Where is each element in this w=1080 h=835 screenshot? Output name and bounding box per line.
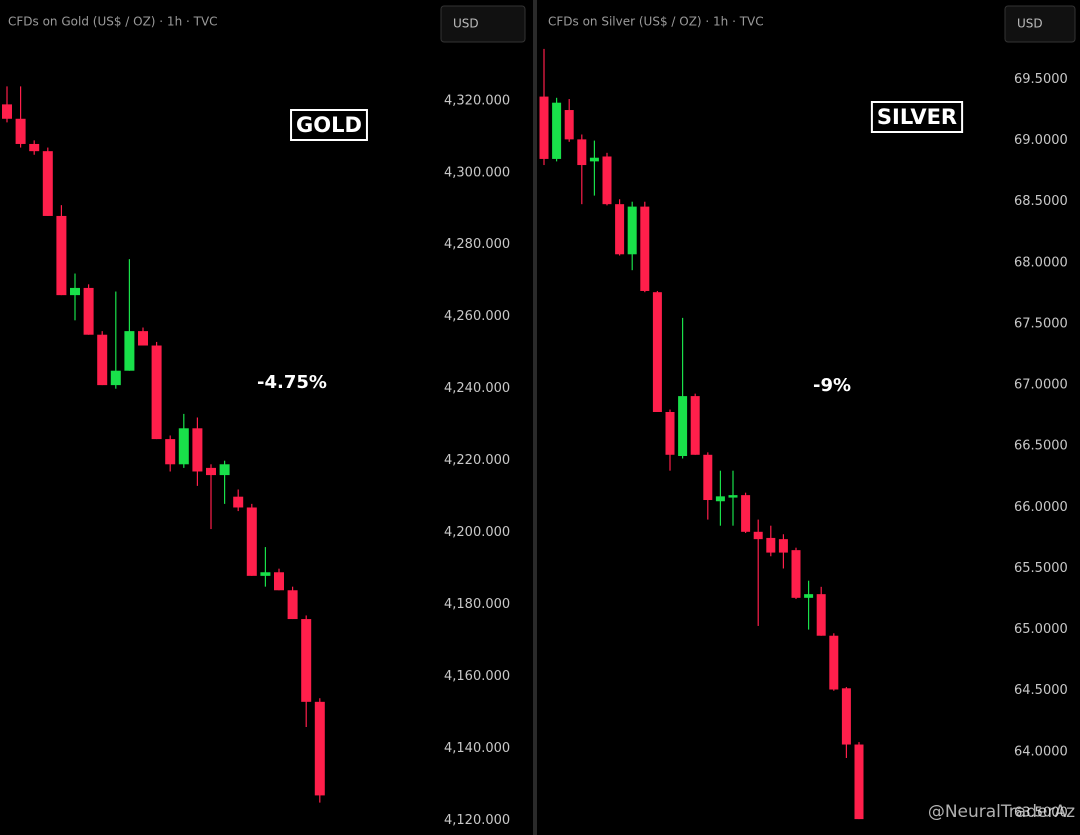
y-tick-label: 65.5000 bbox=[1014, 561, 1068, 576]
currency-label: USD bbox=[1017, 17, 1043, 31]
y-tick-label: 4,140.000 bbox=[444, 741, 510, 756]
candle-body bbox=[589, 157, 599, 162]
chart-title: CFDs on Silver (US$ / OZ) · 1h · TVC bbox=[548, 15, 764, 29]
candle-body bbox=[192, 428, 203, 472]
candle-body bbox=[816, 594, 826, 636]
y-tick-label: 4,120.000 bbox=[444, 813, 510, 828]
asset-label-box bbox=[870, 101, 964, 133]
y-tick-label: 4,160.000 bbox=[444, 669, 510, 684]
chart-title: CFDs on Gold (US$ / OZ) · 1h · TVC bbox=[8, 15, 218, 29]
candle-body bbox=[206, 467, 216, 476]
candle-body bbox=[97, 334, 108, 386]
candle-body bbox=[233, 496, 244, 508]
candle-body bbox=[314, 701, 325, 796]
candle-body bbox=[791, 550, 801, 598]
candle-body bbox=[301, 619, 312, 702]
asset-label: GOLD bbox=[296, 113, 362, 137]
candle-body bbox=[703, 454, 713, 501]
y-tick-label: 64.0000 bbox=[1014, 744, 1068, 759]
change-annotation: -9% bbox=[813, 375, 851, 396]
y-tick-label: 66.5000 bbox=[1014, 439, 1068, 454]
candle-body bbox=[110, 370, 121, 386]
currency-button bbox=[1004, 5, 1076, 43]
y-tick-label: 4,220.000 bbox=[444, 453, 510, 468]
y-tick-label: 4,320.000 bbox=[444, 93, 510, 108]
y-tick-label: 4,200.000 bbox=[444, 525, 510, 540]
y-tick-label: 64.5000 bbox=[1014, 683, 1068, 698]
y-tick-label: 4,260.000 bbox=[444, 309, 510, 324]
change-annotation: -4.75% bbox=[257, 372, 327, 393]
candle-body bbox=[615, 204, 625, 255]
candle-body bbox=[260, 572, 271, 576]
candle-body bbox=[42, 151, 53, 216]
candle-body bbox=[124, 331, 135, 371]
candle-body bbox=[854, 744, 864, 820]
candle-body bbox=[577, 139, 587, 166]
candle-body bbox=[778, 539, 788, 553]
candle-body bbox=[627, 206, 637, 255]
candle-body bbox=[690, 396, 700, 455]
candle-body bbox=[219, 464, 230, 476]
candle-body bbox=[70, 287, 80, 296]
y-tick-label: 68.5000 bbox=[1014, 194, 1068, 209]
candle-body bbox=[728, 495, 738, 498]
y-tick-label: 4,280.000 bbox=[444, 237, 510, 252]
candle-body bbox=[602, 156, 612, 205]
candle-body bbox=[246, 507, 257, 576]
candle-body bbox=[56, 215, 67, 296]
candle-body bbox=[552, 102, 562, 159]
candle-body bbox=[178, 428, 189, 465]
y-tick-label: 67.5000 bbox=[1014, 316, 1068, 331]
candle-body bbox=[15, 118, 26, 144]
candle-body bbox=[829, 635, 839, 690]
candle-body bbox=[539, 96, 549, 159]
y-tick-label: 4,240.000 bbox=[444, 381, 510, 396]
currency-button bbox=[440, 5, 526, 43]
y-tick-label: 4,180.000 bbox=[444, 597, 510, 612]
candle-body bbox=[804, 594, 814, 598]
y-tick-label: 4,300.000 bbox=[444, 165, 510, 180]
candle-body bbox=[151, 345, 162, 440]
candle-body bbox=[678, 396, 688, 457]
y-tick-label: 66.0000 bbox=[1014, 500, 1068, 515]
y-tick-label: 69.5000 bbox=[1014, 72, 1068, 87]
candle-body bbox=[165, 439, 176, 465]
watermark: @NeuralTraderAz bbox=[928, 802, 1075, 822]
candle-body bbox=[741, 495, 751, 532]
currency-label: USD bbox=[453, 17, 479, 31]
y-tick-label: 68.0000 bbox=[1014, 255, 1068, 270]
y-tick-label: 69.0000 bbox=[1014, 133, 1068, 148]
candle-body bbox=[274, 572, 284, 591]
candle-body bbox=[29, 143, 40, 152]
candle-body bbox=[841, 688, 851, 745]
asset-label-box bbox=[290, 109, 368, 141]
candle-body bbox=[564, 110, 574, 140]
candle-body bbox=[138, 331, 148, 346]
candle-body bbox=[287, 590, 298, 620]
candle-body bbox=[2, 104, 12, 119]
candle-body bbox=[665, 411, 675, 455]
candle-body bbox=[766, 537, 776, 553]
candle-body bbox=[753, 531, 763, 540]
y-tick-label: 67.0000 bbox=[1014, 378, 1068, 393]
y-tick-label: 63.5000 bbox=[1014, 805, 1068, 820]
candle-body bbox=[715, 496, 725, 502]
pane-divider bbox=[533, 0, 537, 835]
candle-body bbox=[83, 287, 94, 335]
candle-body bbox=[640, 206, 650, 291]
asset-label: SILVER bbox=[877, 105, 957, 129]
candle-body bbox=[652, 292, 662, 412]
y-tick-label: 65.0000 bbox=[1014, 622, 1068, 637]
